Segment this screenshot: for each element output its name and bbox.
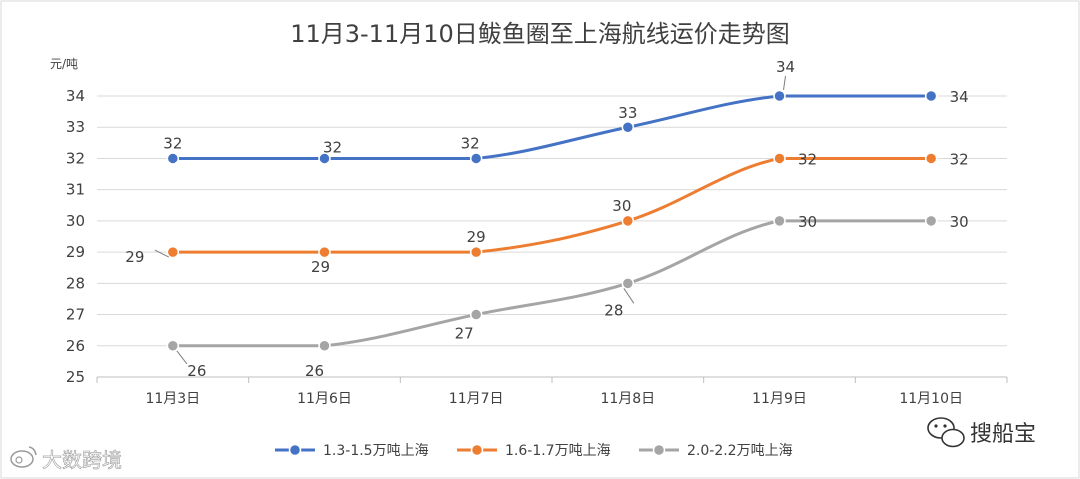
data-point <box>621 120 635 134</box>
legend-label: 1.6-1.7万吨上海 <box>505 443 611 459</box>
series-line <box>172 94 932 160</box>
data-label: 26 <box>305 362 324 380</box>
y-tick-label: 30 <box>66 212 85 230</box>
legend: 1.3-1.5万吨上海 1.6-1.7万吨上海 2.0-2.2万吨上海 <box>275 443 793 459</box>
legend-marker <box>652 443 666 457</box>
data-label: 27 <box>455 325 474 343</box>
weibo-logo-icon <box>10 446 37 468</box>
data-point <box>773 214 786 228</box>
data-label: 29 <box>311 258 330 276</box>
data-point <box>318 245 331 259</box>
y-axis-unit-label: 元/吨 <box>50 57 78 71</box>
x-tick-label: 11月9日 <box>752 391 807 407</box>
legend-label: 1.3-1.5万吨上海 <box>323 443 429 459</box>
data-label: 30 <box>798 213 817 231</box>
data-label: 26 <box>187 362 206 380</box>
data-point <box>166 245 180 259</box>
y-tick-label: 29 <box>66 243 85 261</box>
data-label: 32 <box>323 138 342 156</box>
data-point <box>318 152 331 165</box>
y-tick-label: 32 <box>66 149 85 167</box>
y-tick-label: 27 <box>66 306 85 324</box>
data-point <box>924 152 938 165</box>
wechat-logo-icon <box>927 417 965 448</box>
data-point <box>166 339 180 353</box>
data-label: 34 <box>950 88 969 106</box>
y-tick-label: 31 <box>66 181 85 199</box>
series-lines <box>166 89 938 353</box>
data-point <box>469 308 483 321</box>
data-point <box>621 277 635 290</box>
x-tick-label: 11月8日 <box>600 391 655 407</box>
y-tick-label: 33 <box>66 118 85 136</box>
legend-marker <box>288 443 302 457</box>
y-tick-label: 34 <box>66 87 85 105</box>
leader-line <box>783 75 786 91</box>
y-tick-label: 28 <box>66 274 85 292</box>
data-label: 32 <box>950 150 969 168</box>
data-label: 30 <box>612 197 631 215</box>
leader-line <box>176 350 188 365</box>
legend-marker <box>470 443 484 457</box>
data-label: 34 <box>776 58 795 76</box>
chart-title: 11月3-11月10日鲅鱼圈至上海航线运价走势图 <box>290 20 790 48</box>
y-tick-label: 25 <box>66 368 85 386</box>
data-label: 29 <box>125 248 144 266</box>
data-point <box>469 152 483 165</box>
data-label: 28 <box>604 301 623 319</box>
watermark-left: 大数跨境 <box>10 446 122 472</box>
data-point <box>469 245 483 259</box>
watermark-left-text: 大数跨境 <box>42 448 122 472</box>
axes: 25 26 27 28 29 30 31 32 33 34 11月3日 11月6日 11月7日 11月8日… <box>66 87 1008 407</box>
data-label: 32 <box>163 134 182 152</box>
legend-label: 2.0-2.2万吨上海 <box>687 443 793 459</box>
watermark-right: 搜船宝 <box>927 417 1036 448</box>
leader-line <box>623 288 635 304</box>
y-tick-label: 26 <box>66 337 85 355</box>
data-label: 32 <box>798 150 817 168</box>
data-labels: 32 32 32 33 34 34 29 29 29 30 32 32 26 26 27 28 30 30 <box>125 58 968 380</box>
x-tick-label: 11月10日 <box>899 391 963 407</box>
data-label: 29 <box>467 228 486 246</box>
watermark-right-text: 搜船宝 <box>970 422 1036 447</box>
data-point <box>621 214 635 228</box>
data-point <box>318 339 331 353</box>
series-line <box>172 156 932 254</box>
data-point <box>924 214 938 228</box>
x-tick-label: 11月3日 <box>145 391 200 407</box>
data-label: 32 <box>461 134 480 152</box>
series-line <box>172 219 932 348</box>
x-tick-label: 11月6日 <box>297 391 352 407</box>
data-label: 33 <box>618 104 637 122</box>
data-point <box>924 89 938 103</box>
data-label: 30 <box>950 213 969 231</box>
x-tick-label: 11月7日 <box>449 391 504 407</box>
data-point <box>166 152 180 165</box>
data-point <box>773 89 786 103</box>
data-point <box>773 152 786 165</box>
leader-line <box>154 249 170 258</box>
